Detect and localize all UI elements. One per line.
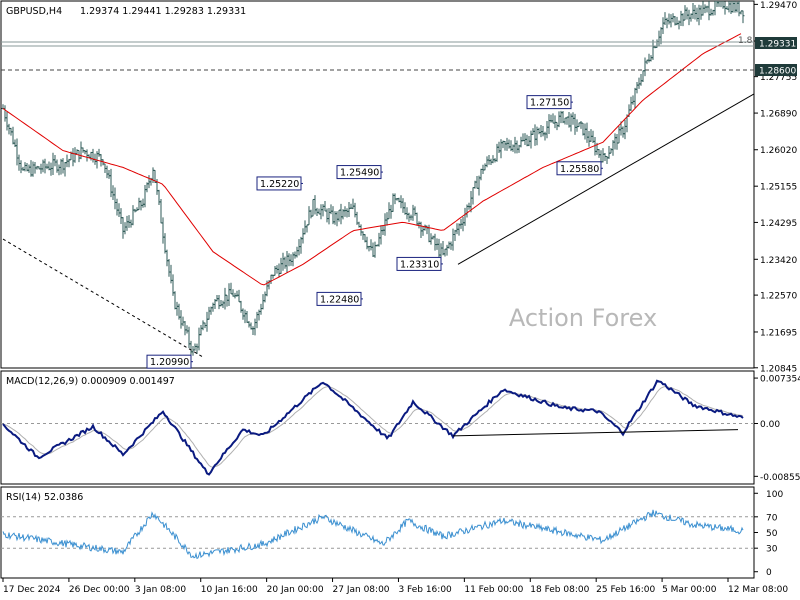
macd-tick-label: 0.00: [760, 420, 780, 430]
macd-label: MACD(12,26,9) 0.000909 0.001497: [6, 376, 175, 387]
rsi-tick-label: 30: [766, 545, 778, 555]
time-tick-label: 12 Mar 08:00: [728, 585, 788, 595]
price-annotation: 1.22480: [316, 291, 363, 306]
level-price-tag-text: 1.28600: [759, 67, 796, 77]
rsi-line: [2, 509, 744, 560]
price-tick-label: 1.21695: [760, 328, 797, 338]
time-tick-label: 11 Feb 00:00: [464, 585, 523, 595]
price-tick-label: 1.26890: [760, 110, 797, 120]
time-axis: 17 Dec 2024 26 Dec 00:00 3 Jan 08:00 10 Jan…: [2, 578, 788, 595]
price-annotation: 1.27150: [526, 95, 573, 110]
macd-trendline: [452, 429, 739, 437]
macd-axis: 0.007354 0.00 -0.008558: [754, 375, 800, 483]
price-annotation-label: 1.27150: [530, 98, 569, 109]
macd-tick-label: -0.008558: [760, 473, 800, 483]
price-annotation: 1.20990: [146, 354, 193, 369]
candle: [741, 10, 745, 24]
time-tick-label: 20 Jan 00:00: [267, 585, 324, 595]
time-tick-label: 26 Dec 00:00: [69, 585, 130, 595]
candle: [717, 1, 720, 7]
header-ohlc: 1.29374 1.29441 1.29283 1.29331: [80, 6, 246, 17]
level-price-tag: [755, 64, 797, 76]
trendline-price-dashed: [2, 238, 204, 358]
rsi-axis: 100 70 50 30 0: [754, 490, 783, 578]
line-marker-label: 1.8: [738, 36, 753, 46]
price-annotation-label: 1.25580: [560, 164, 599, 175]
price-tick-label: 1.23420: [760, 256, 797, 266]
time-tick-label: 17 Dec 2024: [3, 585, 61, 595]
rsi-tick-label: 50: [766, 529, 778, 539]
current-price-tag-text: 1.29331: [759, 40, 796, 50]
price-annotation-label: 1.25490: [340, 168, 379, 179]
time-tick-label: 27 Jan 08:00: [333, 585, 390, 595]
rsi-label: RSI(14) 52.0386: [6, 492, 83, 503]
price-axis: 1.29470 1.286001.27755 1.26890 1.26020 1.251…: [754, 1, 797, 374]
time-tick-label: 18 Feb 08:00: [530, 585, 589, 595]
time-tick-label: 5 Mar 00:00: [662, 585, 717, 595]
price-annotation: 1.25490: [336, 165, 383, 180]
price-tick-label: 1.22570: [760, 292, 797, 302]
time-tick-label: 10 Jan 16:00: [201, 585, 258, 595]
trendline-price-support: [457, 93, 754, 265]
price-annotation: 1.25220: [256, 176, 303, 191]
price-tick-label: 1.26020: [760, 146, 797, 156]
price-tick-label: 1.24295: [760, 219, 797, 229]
price-tick-label: 1.27755: [760, 73, 797, 83]
price-annotation-label: 1.22480: [320, 294, 359, 305]
price-annotation: 1.23310: [396, 256, 443, 271]
price-tick-label: 1.20845: [760, 364, 797, 374]
price-annotation-label: 1.20990: [150, 357, 189, 368]
candle: [713, 1, 717, 16]
price-tick-label: 1.29470: [760, 1, 797, 11]
price-annotation-label: 1.23310: [400, 259, 439, 270]
price-annotation-label: 1.25220: [260, 179, 299, 190]
header-symbol: GBPUSD,H4: [6, 6, 62, 17]
rsi-tick-label: 70: [766, 513, 778, 523]
macd-signal-line: [2, 385, 744, 468]
current-price-tag: [755, 37, 797, 49]
price-annotation: 1.25580: [556, 161, 603, 176]
time-tick-label: 25 Feb 16:00: [596, 585, 655, 595]
price-panel-frame: [0, 0, 755, 369]
macd-line: [2, 379, 744, 476]
price-tick-label: 1.25155: [760, 183, 797, 193]
rsi-tick-label: 0: [766, 568, 772, 578]
time-tick-label: 3 Jan 08:00: [135, 585, 187, 595]
rsi-panel-frame: [0, 486, 755, 579]
rsi-tick-label: 100: [766, 490, 783, 500]
macd-panel-frame: [0, 370, 755, 485]
watermark: Action Forex: [509, 304, 657, 332]
macd-tick-label: 0.007354: [760, 375, 800, 385]
candle: [720, 1, 722, 8]
moving-average-line: [2, 33, 742, 286]
time-tick-label: 3 Feb 16:00: [398, 585, 452, 595]
